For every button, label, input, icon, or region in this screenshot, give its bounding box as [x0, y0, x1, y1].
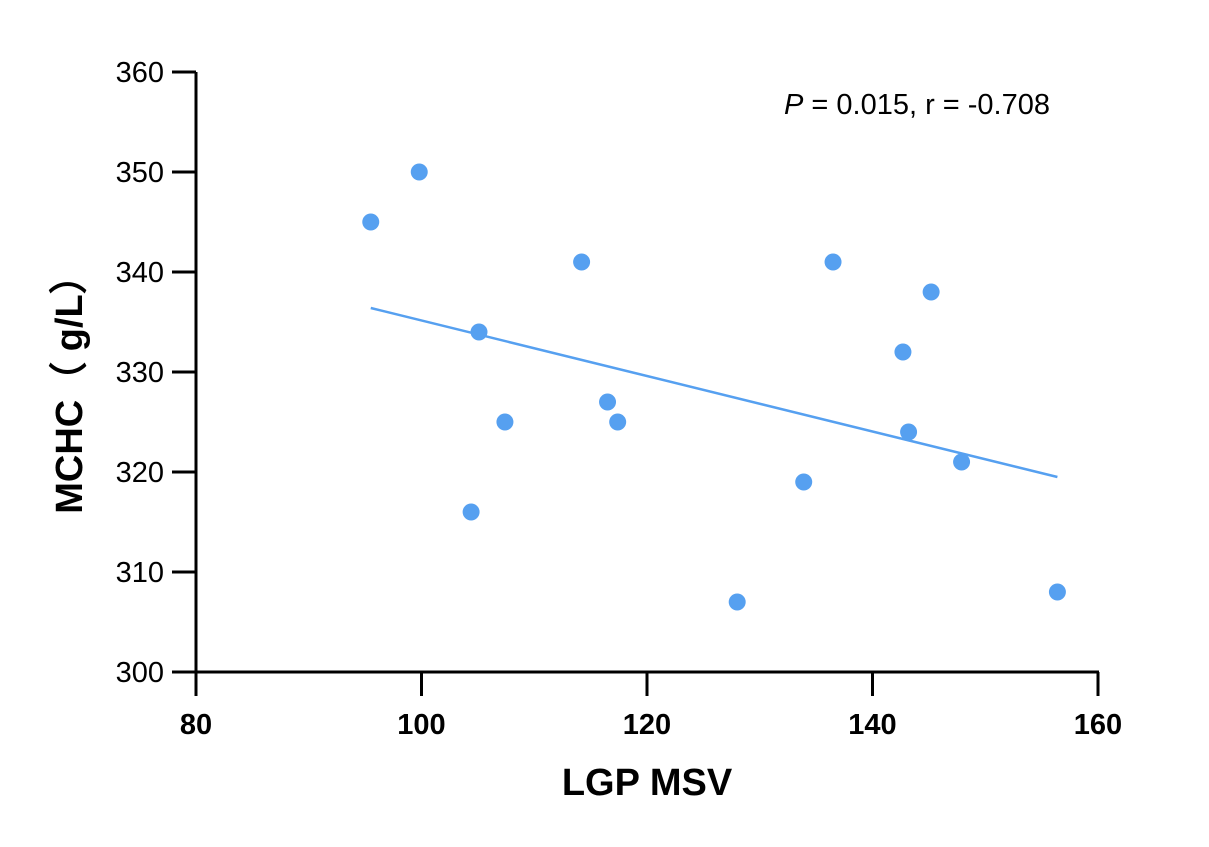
y-ticks: 300 310 320 330 340 350 360	[116, 57, 196, 689]
data-point	[470, 323, 488, 341]
y-tick-label: 300	[116, 657, 164, 689]
x-axis-title: LGP MSV	[562, 762, 733, 804]
x-tick-label: 80	[180, 709, 212, 741]
y-tick-label: 350	[116, 157, 164, 189]
y-tick-label: 360	[116, 57, 164, 89]
y-tick-label: 320	[116, 457, 164, 489]
stats-annotation: P = 0.015, r = -0.708	[784, 89, 1050, 121]
x-ticks: 80 100 120 140 160	[180, 672, 1122, 741]
x-tick-label: 100	[397, 709, 445, 741]
data-point	[824, 253, 842, 271]
y-axis-title: MCHC（ g/L）	[49, 256, 91, 514]
data-point	[1048, 583, 1066, 601]
y-tick-label: 340	[116, 257, 164, 289]
data-point	[462, 503, 480, 521]
x-tick-label: 140	[848, 709, 896, 741]
data-point	[953, 453, 971, 471]
x-tick-label: 160	[1074, 709, 1122, 741]
axes	[194, 72, 1099, 674]
data-point	[573, 253, 591, 271]
x-tick-label: 120	[623, 709, 671, 741]
data-point	[900, 423, 918, 441]
data-point	[410, 163, 428, 181]
y-tick-label: 330	[116, 357, 164, 389]
data-point	[922, 283, 940, 301]
y-tick-label: 310	[116, 557, 164, 589]
data-point	[496, 413, 514, 431]
data-point	[362, 213, 380, 231]
data-point	[795, 473, 813, 491]
data-point	[894, 343, 912, 361]
p-label: P	[784, 89, 804, 121]
p-r-text: = 0.015, r = -0.708	[803, 89, 1050, 121]
data-point	[609, 413, 627, 431]
data-point	[728, 593, 746, 611]
data-points	[362, 163, 1066, 611]
data-point	[599, 393, 617, 411]
